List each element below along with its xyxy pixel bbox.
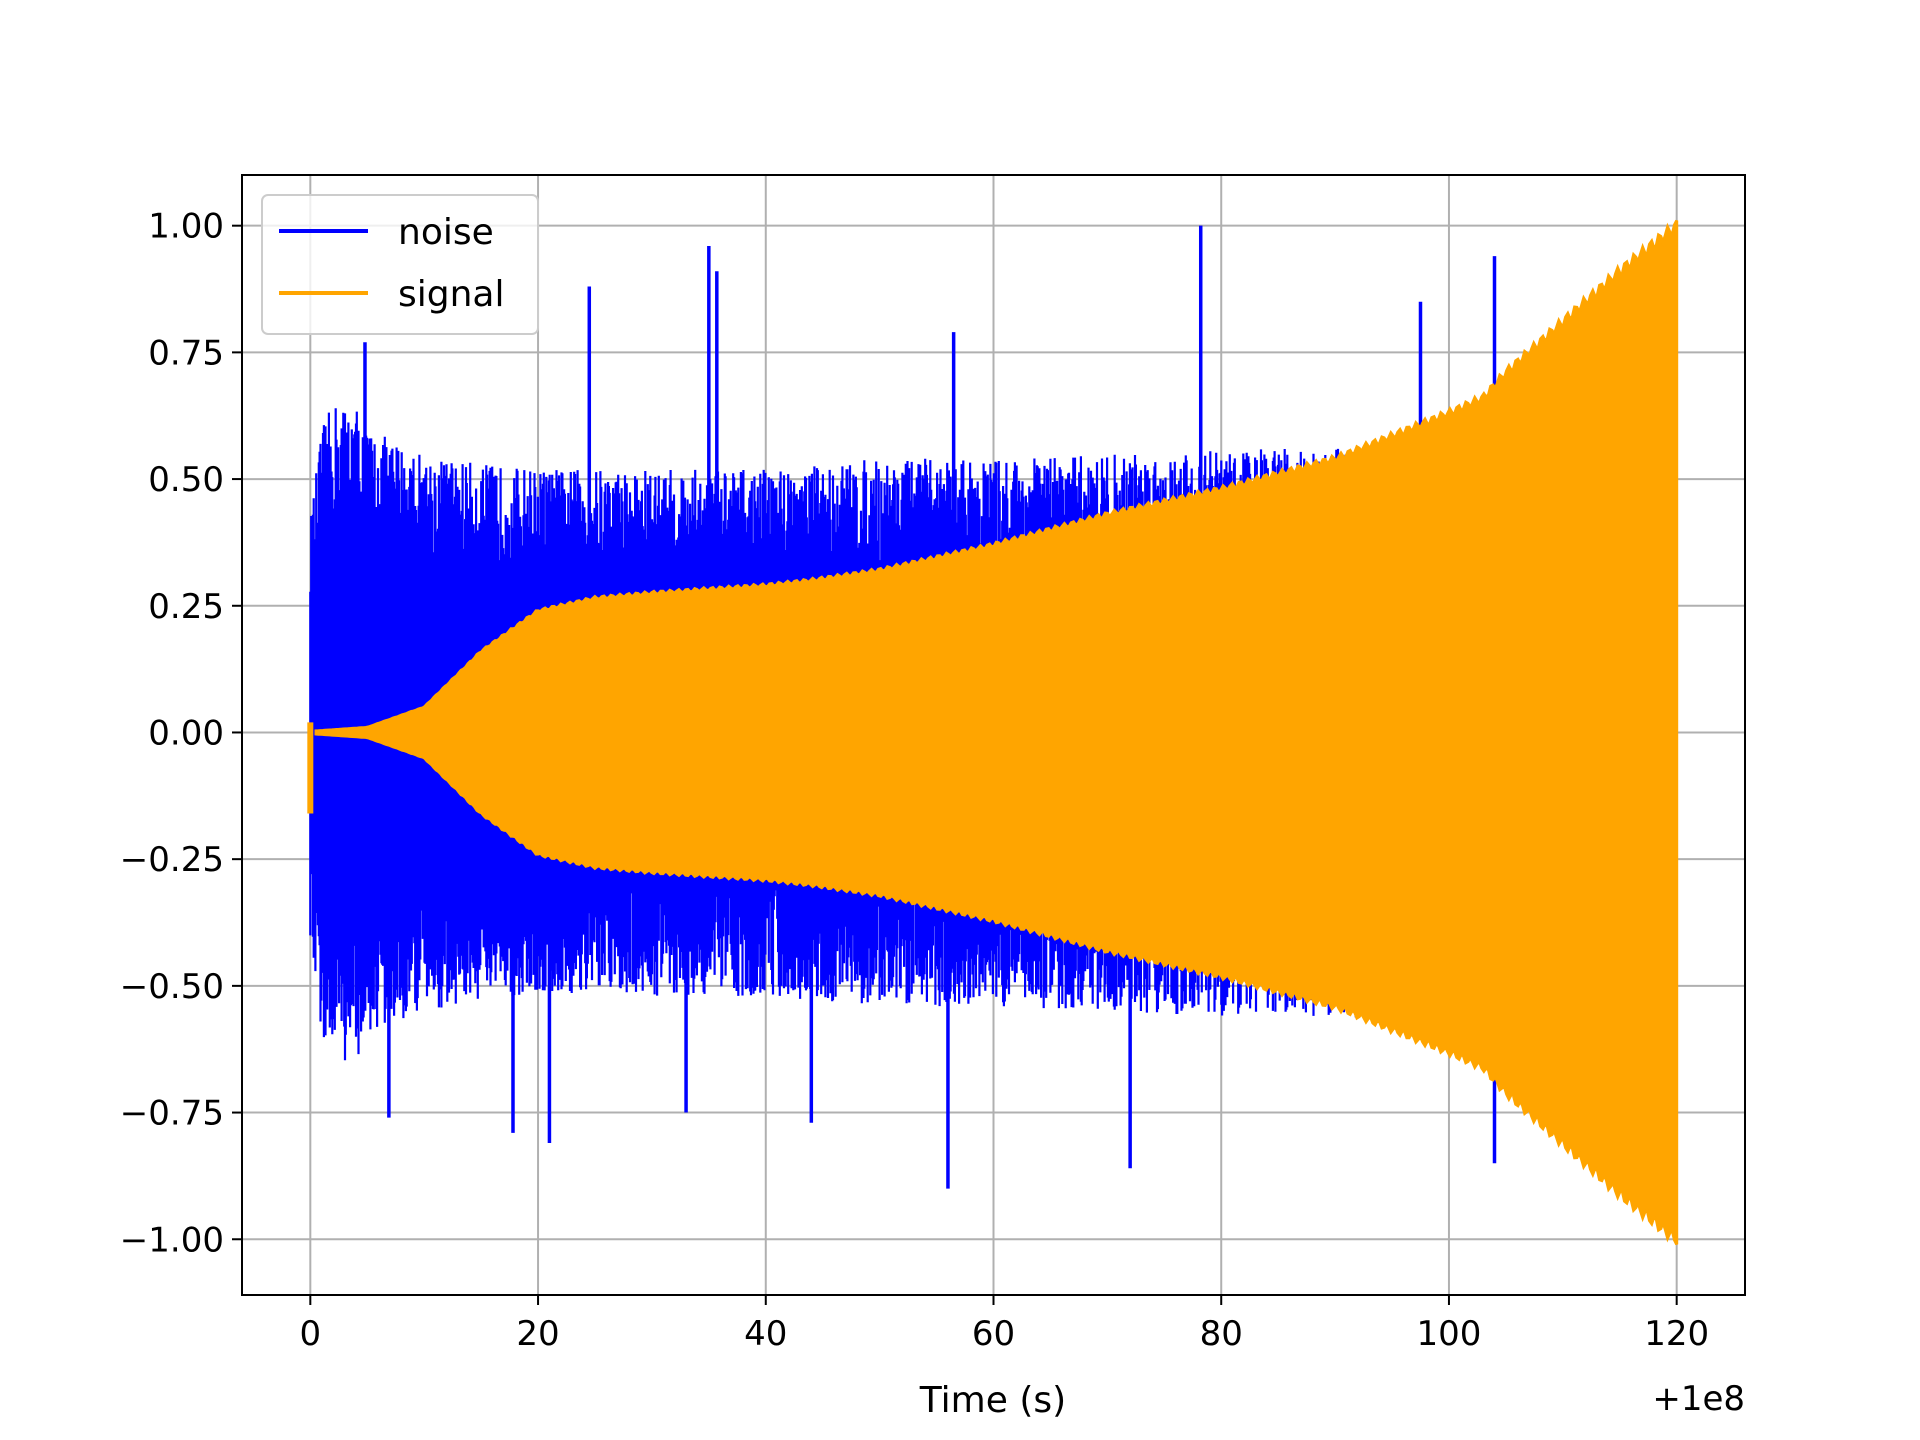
signal-line <box>314 219 1679 1246</box>
x-tick-label: 40 <box>744 1314 787 1354</box>
plot-area <box>307 219 1679 1246</box>
y-tick-label: 1.00 <box>148 207 224 247</box>
legend-signal-label: signal <box>398 274 505 315</box>
x-tick-label: 80 <box>1200 1314 1243 1354</box>
x-axis-label: Time (s) <box>919 1380 1066 1421</box>
x-tick-label: 20 <box>516 1314 559 1354</box>
y-tick-label: 0.50 <box>148 460 224 500</box>
y-tick-label: −0.50 <box>120 967 224 1007</box>
legend-noise-label: noise <box>398 212 494 253</box>
signal-series <box>307 219 1679 1246</box>
y-tick-label: 0.25 <box>148 587 224 627</box>
legend: noise signal <box>261 194 539 335</box>
x-offset-label: +1e8 <box>1652 1379 1745 1419</box>
y-tick-label: −0.75 <box>120 1094 224 1134</box>
x-tick-label: 60 <box>972 1314 1015 1354</box>
x-tick-label: 100 <box>1417 1314 1482 1354</box>
y-tick-label: −1.00 <box>120 1220 224 1260</box>
axis-ticks: 0 20 40 60 80 100 120 1.00 0.75 0.50 0.25 0.00 −0.25… <box>120 207 1709 1354</box>
y-tick-label: −0.25 <box>120 840 224 880</box>
y-tick-label: 0.75 <box>148 333 224 373</box>
x-tick-label: 120 <box>1644 1314 1709 1354</box>
y-tick-label: 0.00 <box>148 713 224 753</box>
x-tick-label: 0 <box>299 1314 321 1354</box>
